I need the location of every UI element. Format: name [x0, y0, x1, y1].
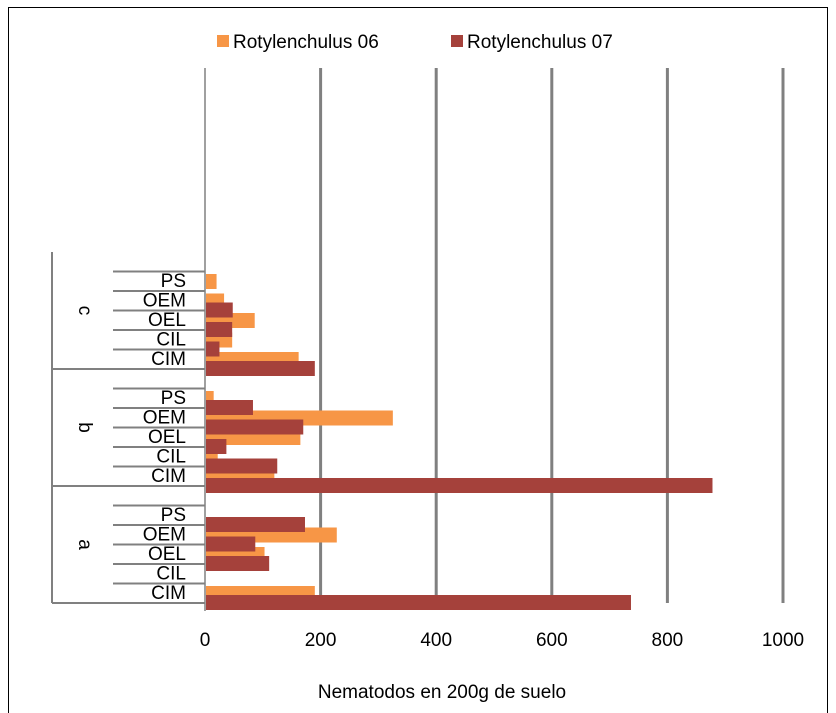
legend-label: Rotylenchulus 06 — [233, 32, 379, 53]
category-label: PS — [161, 271, 186, 292]
bar-series-07 — [206, 458, 278, 474]
chart-frame — [8, 7, 828, 713]
legend-label: Rotylenchulus 07 — [467, 32, 613, 53]
category-label: CIL — [156, 447, 186, 468]
bar-series-06 — [206, 449, 218, 465]
x-tick-label: 400 — [420, 630, 452, 651]
category-label: CIL — [156, 564, 186, 585]
category-label: CIM — [151, 466, 186, 487]
x-tick-label: 800 — [652, 630, 684, 651]
group-label: c — [74, 306, 95, 316]
group-label: a — [74, 539, 95, 550]
x-tick-label: 600 — [536, 630, 568, 651]
x-tick-label: 0 — [200, 630, 211, 651]
gridlines — [319, 68, 785, 603]
category-label: OEM — [143, 291, 186, 312]
category-labels: CIMCILOELOEMPSCIMCILOELOEMPSCIMCILOELOEM… — [143, 271, 186, 604]
bar-series-07 — [206, 556, 270, 571]
bar-series-07 — [206, 595, 631, 610]
category-label: OEL — [148, 544, 186, 565]
legend: Rotylenchulus 06 Rotylenchulus 07 — [217, 32, 613, 53]
bar-series-07 — [206, 517, 305, 532]
bars — [206, 274, 713, 610]
bar-series-07 — [206, 439, 227, 454]
legend-swatch — [217, 35, 229, 47]
x-tick-labels: 0 200 400 600 800 1000 — [200, 630, 804, 651]
category-label: PS — [161, 505, 186, 526]
x-tick-label: 1000 — [762, 630, 804, 651]
category-label: PS — [161, 388, 186, 409]
bar-series-07 — [206, 302, 233, 318]
category-label: OEL — [148, 427, 186, 448]
bar-series-07 — [206, 322, 233, 337]
bar-series-06 — [206, 391, 214, 406]
x-tick-label: 200 — [305, 630, 337, 651]
bar-series-07 — [206, 361, 315, 376]
x-axis-label: Nematodos en 200g de suelo — [318, 682, 566, 703]
category-label: OEM — [143, 408, 186, 429]
bar-series-06 — [206, 274, 217, 289]
group-label: b — [74, 422, 95, 433]
category-axis — [51, 68, 206, 611]
category-label: OEL — [148, 310, 186, 331]
bar-series-07 — [206, 400, 253, 415]
bar-series-07 — [206, 536, 256, 552]
bar-series-07 — [206, 478, 713, 493]
group-labels: a b c — [74, 306, 95, 550]
bar-series-07 — [206, 419, 304, 435]
bar-series-07 — [206, 341, 220, 357]
category-label: CIL — [156, 330, 186, 351]
legend-swatch — [451, 35, 463, 47]
category-label: CIM — [151, 349, 186, 370]
category-label: OEM — [143, 525, 186, 546]
category-label: CIM — [151, 583, 186, 604]
